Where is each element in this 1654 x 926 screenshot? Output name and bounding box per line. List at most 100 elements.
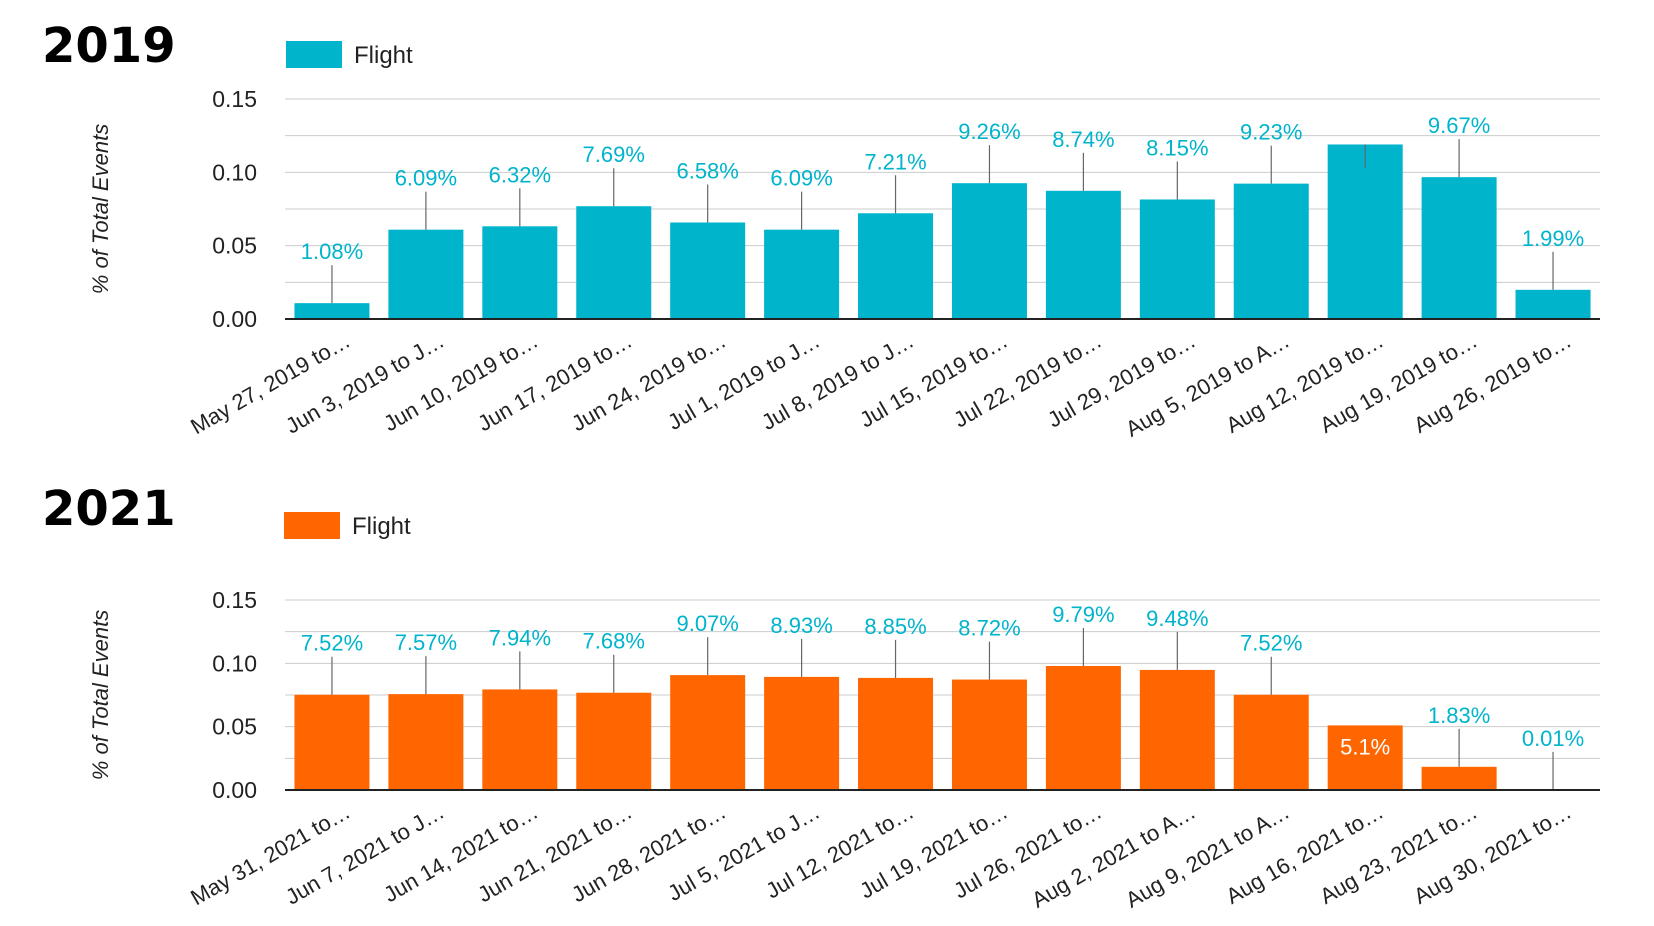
y-tick-label: 0.05	[212, 233, 257, 259]
x-tick-label: Aug 12, 2019 to…	[1222, 328, 1388, 438]
bar	[1139, 199, 1215, 319]
x-tick-label: Aug 2, 2021 to A…	[1027, 799, 1199, 913]
x-tick-label: May 27, 2019 to…	[186, 328, 354, 440]
bar	[576, 692, 652, 790]
y-tick-label: 0.00	[212, 306, 257, 332]
data-label: 9.07%	[676, 611, 738, 636]
bar-chart-svg: 0.00 0.05 0.10 0.15 % of Total Events Flight 1…	[88, 41, 1600, 442]
bar	[858, 213, 934, 319]
x-tick-label: Jun 24, 2019 to…	[567, 328, 730, 436]
bar	[1139, 669, 1215, 790]
data-label: 5.1%	[1340, 734, 1390, 759]
y-tick-label: 0.00	[212, 777, 257, 803]
legend: Flight	[284, 512, 411, 540]
x-tick-label: May 31, 2021 to…	[186, 799, 354, 911]
bar	[388, 694, 464, 790]
chart-panel-2021: 2021 0.00 0.05 0.10 0.15 % of Total Events Fl…	[0, 463, 1654, 926]
bars	[294, 665, 1591, 790]
bar	[951, 679, 1027, 790]
x-tick-label: Aug 26, 2019 to…	[1409, 328, 1575, 438]
bar	[1421, 177, 1497, 319]
data-label: 6.58%	[676, 158, 738, 183]
data-label: 7.21%	[864, 149, 926, 174]
y-tick-label: 0.10	[212, 650, 257, 676]
y-tick-label: 0.15	[212, 587, 257, 613]
data-label: 6.09%	[395, 166, 457, 191]
data-label: 7.52%	[301, 631, 363, 656]
bar	[1327, 144, 1403, 319]
x-tick-label: Aug 9, 2021 to A…	[1121, 799, 1293, 913]
data-label: 9.23%	[1240, 120, 1302, 145]
chart-title: 2019	[42, 18, 176, 74]
x-axis-ticks: May 31, 2021 to…Jun 7, 2021 to J…Jun 14,…	[186, 799, 1575, 913]
data-label: 8.85%	[864, 614, 926, 639]
data-label: 7.52%	[1240, 631, 1302, 656]
data-label: 8.15%	[1146, 135, 1208, 160]
x-tick-label: Jun 14, 2021 to…	[379, 799, 542, 907]
data-label: 8.74%	[1052, 127, 1114, 152]
y-axis-label: % of Total Events	[88, 124, 113, 294]
y-axis-ticks: 0.00 0.05 0.10 0.15	[212, 587, 257, 803]
x-tick-label: Jun 17, 2019 to…	[473, 328, 636, 436]
legend-label: Flight	[352, 513, 411, 540]
bar	[576, 206, 652, 319]
gridlines	[285, 98, 1600, 283]
x-tick-label: Jun 28, 2021 to…	[567, 799, 730, 907]
bars	[294, 144, 1591, 319]
legend-label: Flight	[354, 42, 413, 69]
gridlines	[285, 599, 1600, 759]
bar	[482, 226, 558, 319]
legend: Flight	[286, 41, 413, 69]
legend-swatch	[286, 41, 342, 68]
y-tick-label: 0.10	[212, 159, 257, 185]
y-tick-label: 0.15	[212, 86, 257, 112]
bar	[764, 229, 840, 319]
bar	[482, 689, 558, 790]
x-tick-label: Aug 16, 2021 to…	[1222, 799, 1388, 909]
data-labels: 7.52% 7.57% 7.94% 7.68% 9.07% 8.93% 8.85% 8.72%…	[301, 602, 1584, 790]
bar	[1233, 183, 1309, 319]
x-tick-label: Jul 1, 2019 to J…	[663, 328, 824, 435]
data-label: 9.26%	[958, 119, 1020, 144]
y-axis-label: % of Total Events	[88, 610, 113, 780]
data-labels: 1.08% 6.09% 6.32% 7.69% 6.58% 6.09% 7.21% 9.26%…	[301, 113, 1584, 304]
x-tick-label: Jun 3, 2019 to J…	[281, 328, 448, 439]
x-tick-label: Jun 21, 2021 to…	[473, 799, 636, 907]
bar	[951, 183, 1027, 319]
data-label: 1.83%	[1428, 703, 1490, 728]
bar	[388, 229, 464, 319]
x-axis-ticks: May 27, 2019 to…Jun 3, 2019 to J…Jun 10,…	[186, 328, 1575, 442]
bar	[858, 677, 934, 790]
bar	[294, 694, 370, 790]
bar-chart-svg: 0.00 0.05 0.10 0.15 % of Total Events Flight 7…	[88, 512, 1600, 913]
x-tick-label: Jul 8, 2019 to J…	[757, 328, 918, 435]
x-tick-label: Jul 5, 2021 to J…	[663, 799, 824, 906]
x-tick-label: Aug 23, 2021 to…	[1316, 799, 1482, 909]
bar	[670, 675, 746, 790]
y-tick-label: 0.05	[212, 714, 257, 740]
bar	[1045, 665, 1121, 790]
bar	[1515, 289, 1591, 319]
legend-swatch	[284, 512, 340, 539]
bar	[1327, 725, 1403, 790]
x-tick-label: Aug 19, 2019 to…	[1316, 328, 1482, 438]
data-label: 1.08%	[301, 239, 363, 264]
y-axis-ticks: 0.00 0.05 0.10 0.15	[212, 86, 257, 332]
x-tick-label: Aug 5, 2019 to A…	[1121, 328, 1293, 442]
data-label: 6.09%	[770, 166, 832, 191]
data-label: 9.48%	[1146, 606, 1208, 631]
x-tick-label: Aug 30, 2021 to…	[1409, 799, 1575, 909]
data-label: 7.68%	[583, 629, 645, 654]
bar	[764, 676, 840, 790]
data-label: 0.01%	[1522, 726, 1584, 751]
x-tick-label: Jun 7, 2021 to J…	[281, 799, 448, 910]
data-label: 8.72%	[958, 616, 1020, 641]
bar	[294, 303, 370, 319]
data-label: 1.99%	[1522, 226, 1584, 251]
x-tick-label: Jun 10, 2019 to…	[379, 328, 542, 436]
chart-panel-2019: 2019 0.00 0.05 0.10 0.15 % of Total Events Fl…	[42, 18, 1600, 442]
data-label: 7.57%	[395, 630, 457, 655]
bar	[1045, 190, 1121, 319]
data-label: 9.79%	[1052, 602, 1114, 627]
bar	[1233, 694, 1309, 790]
